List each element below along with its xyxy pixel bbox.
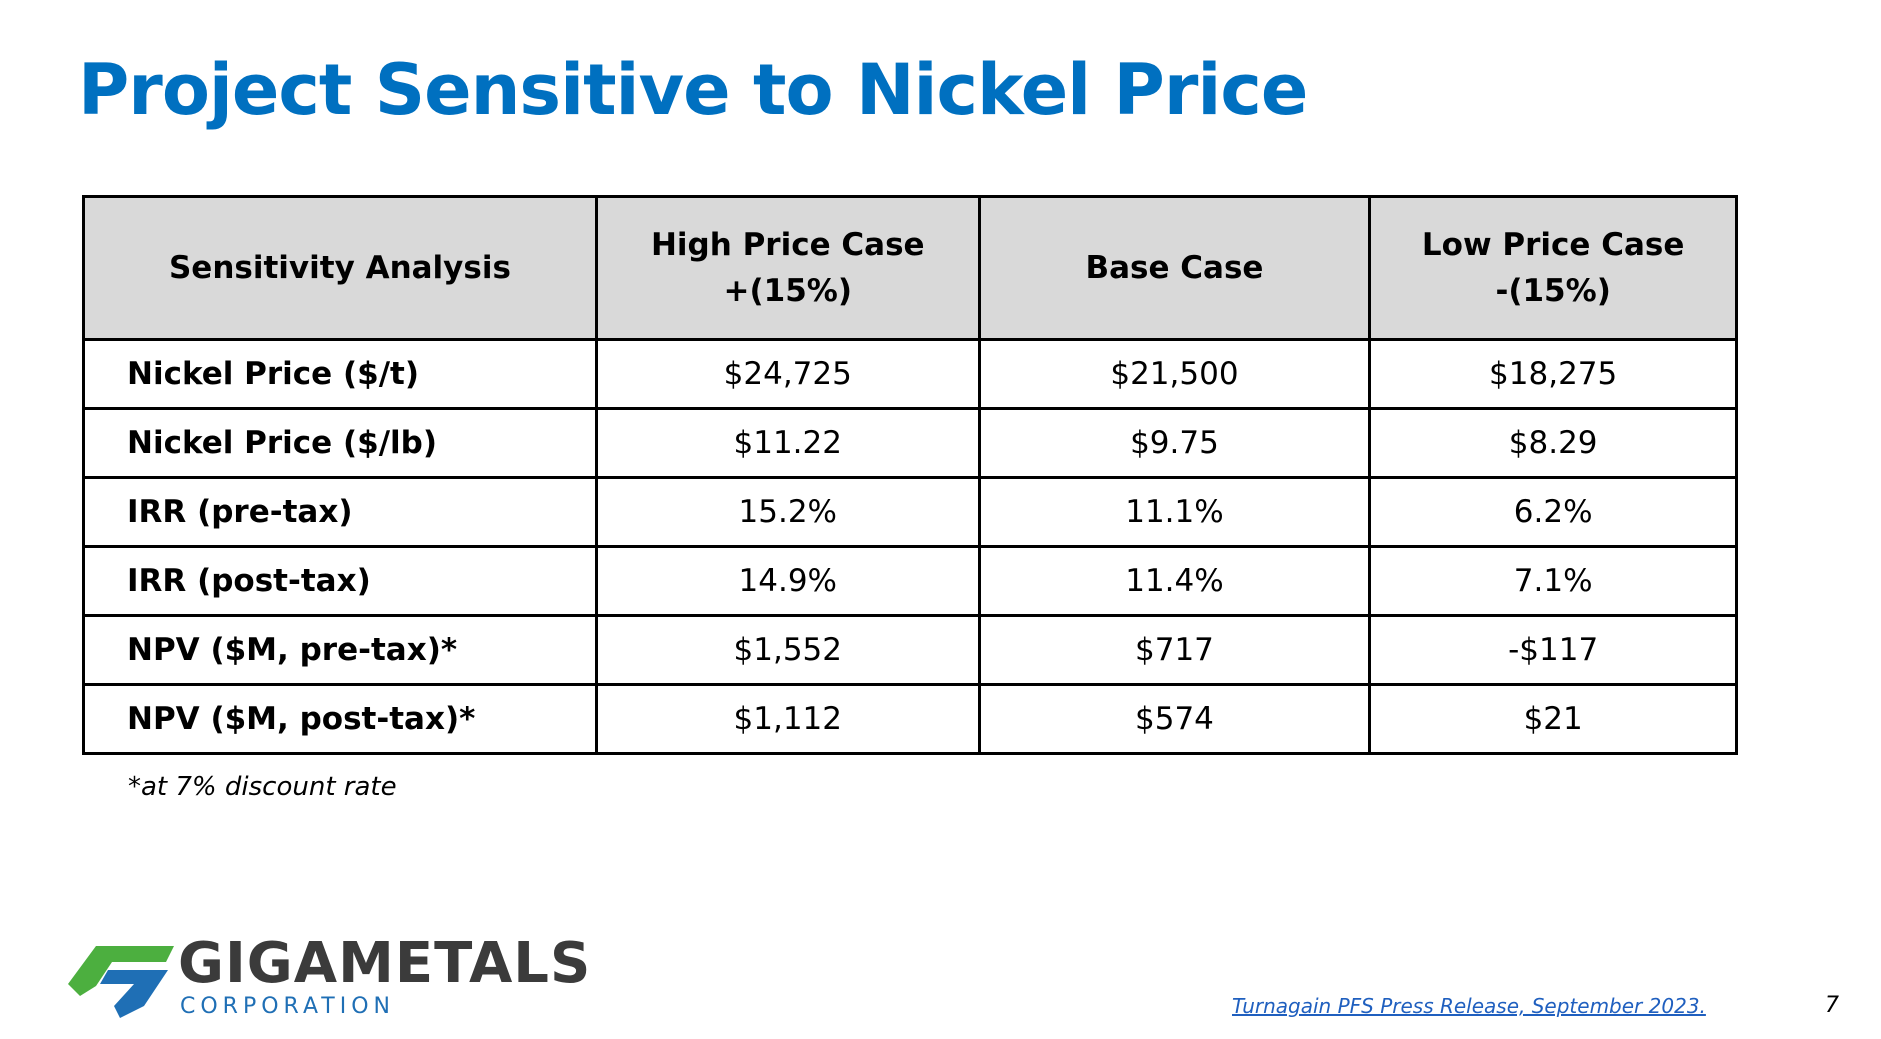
row-label: NPV ($M, post-tax)* (82, 683, 598, 755)
high-price-value: 14.9% (594, 545, 981, 617)
logo-wordmark: GIGAMETALS (178, 931, 592, 996)
table-row: IRR (post-tax) 14.9% 11.4% 7.1% (82, 545, 1738, 617)
source-link[interactable]: Turnagain PFS Press Release, September 2… (1232, 994, 1706, 1018)
row-label: IRR (pre-tax) (82, 476, 598, 548)
table-row: NPV ($M, pre-tax)* $1,552 $717 -$117 (82, 614, 1738, 686)
high-price-value: $24,725 (594, 338, 981, 410)
header-sensitivity-analysis-label: Sensitivity Analysis (168, 249, 511, 286)
table-row: Nickel Price ($/lb) $11.22 $9.75 $8.29 (82, 407, 1738, 479)
header-low-price-case-line2: -(15%) (1495, 273, 1611, 309)
high-price-value: 15.2% (594, 476, 981, 548)
table-row: IRR (pre-tax) 15.2% 11.1% 6.2% (82, 476, 1738, 548)
table-row: Nickel Price ($/t) $24,725 $21,500 $18,2… (82, 338, 1738, 410)
low-price-value: $18,275 (1368, 338, 1738, 410)
logo-subtitle: CORPORATION (180, 994, 395, 1019)
base-case-value: 11.1% (977, 476, 1372, 548)
row-label: Nickel Price ($/lb) (82, 407, 598, 479)
row-label: Nickel Price ($/t) (82, 338, 598, 410)
header-base-case-label: Base Case (1085, 249, 1264, 286)
header-high-price-case-line2: +(15%) (723, 273, 853, 309)
sensitivity-table: Sensitivity Analysis High Price Case +(1… (82, 195, 1738, 755)
footnote-discount-rate: *at 7% discount rate (128, 772, 397, 802)
high-price-value: $1,552 (594, 614, 981, 686)
base-case-value: $9.75 (977, 407, 1372, 479)
low-price-value: 7.1% (1368, 545, 1738, 617)
gigametals-logo-icon (68, 946, 174, 1018)
page-number: 7 (1825, 993, 1839, 1018)
logo-blue-shape (100, 970, 168, 1018)
base-case-value: $21,500 (977, 338, 1372, 410)
low-price-value: $21 (1368, 683, 1738, 755)
low-price-value: $8.29 (1368, 407, 1738, 479)
table-header-row: Sensitivity Analysis High Price Case +(1… (82, 195, 1738, 341)
base-case-value: $717 (977, 614, 1372, 686)
header-sensitivity-analysis: Sensitivity Analysis (82, 195, 598, 341)
header-low-price-case: Low Price Case -(15%) (1368, 195, 1738, 341)
row-label: IRR (post-tax) (82, 545, 598, 617)
base-case-value: $574 (977, 683, 1372, 755)
header-high-price-case: High Price Case +(15%) (594, 195, 981, 341)
row-label: NPV ($M, pre-tax)* (82, 614, 598, 686)
logo-green-shape (68, 946, 174, 996)
low-price-value: -$117 (1368, 614, 1738, 686)
company-logo: GIGAMETALS CORPORATION (68, 936, 590, 1030)
base-case-value: 11.4% (977, 545, 1372, 617)
low-price-value: 6.2% (1368, 476, 1738, 548)
table-row: NPV ($M, post-tax)* $1,112 $574 $21 (82, 683, 1738, 755)
header-low-price-case-line1: Low Price Case (1421, 226, 1685, 263)
header-base-case: Base Case (977, 195, 1372, 341)
slide-title: Project Sensitive to Nickel Price (78, 49, 1308, 131)
header-high-price-case-line1: High Price Case (650, 226, 925, 263)
high-price-value: $1,112 (594, 683, 981, 755)
high-price-value: $11.22 (594, 407, 981, 479)
sensitivity-table-container: Sensitivity Analysis High Price Case +(1… (82, 195, 1738, 755)
